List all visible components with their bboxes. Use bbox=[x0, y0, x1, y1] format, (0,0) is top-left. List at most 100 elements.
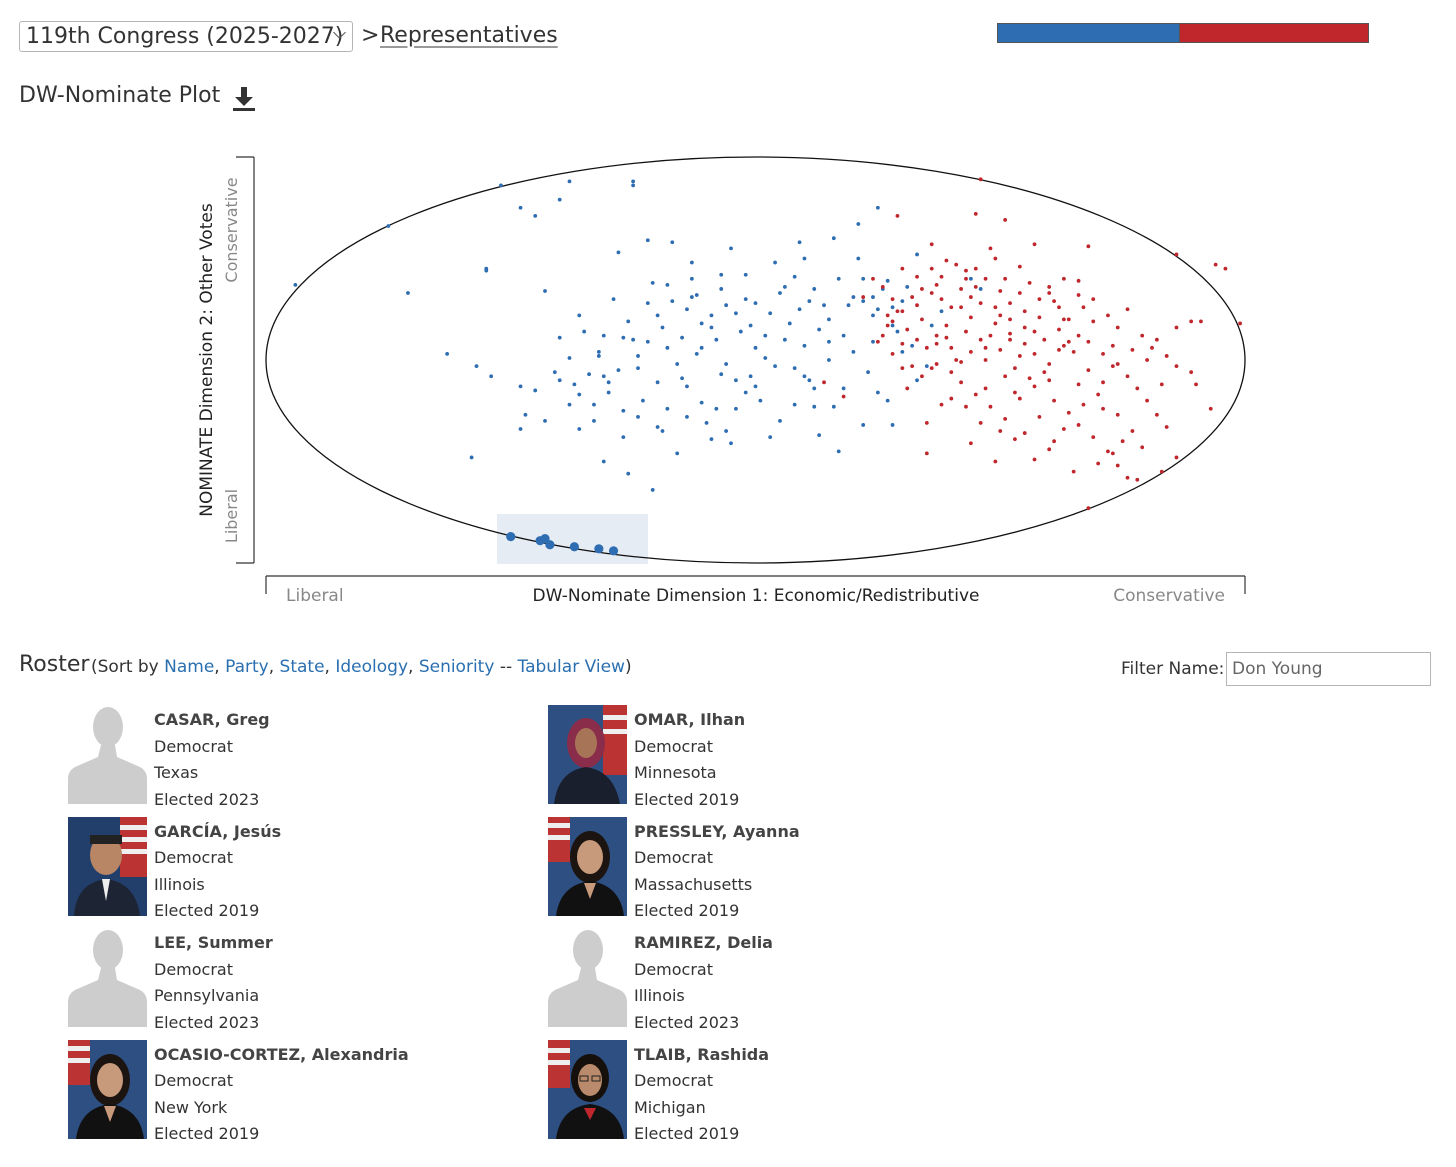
member-point[interactable] bbox=[954, 262, 959, 267]
member-point[interactable] bbox=[929, 291, 934, 295]
member-point[interactable] bbox=[748, 374, 753, 379]
member-point[interactable] bbox=[1037, 414, 1042, 419]
member-point[interactable] bbox=[499, 183, 503, 188]
member-point[interactable] bbox=[1061, 276, 1066, 281]
member-point[interactable] bbox=[293, 282, 298, 287]
member-point[interactable] bbox=[489, 374, 494, 379]
member-point[interactable] bbox=[822, 380, 826, 385]
member-point[interactable] bbox=[626, 471, 631, 476]
member-point[interactable] bbox=[827, 317, 831, 322]
member-point[interactable] bbox=[797, 240, 802, 245]
member-point[interactable] bbox=[959, 360, 963, 364]
member-point[interactable] bbox=[973, 211, 978, 216]
member-point[interactable] bbox=[743, 390, 748, 395]
member-point[interactable] bbox=[973, 392, 978, 397]
member-point[interactable] bbox=[924, 345, 929, 350]
member-point[interactable] bbox=[641, 398, 645, 403]
member-point[interactable] bbox=[709, 313, 714, 318]
member-point[interactable] bbox=[650, 280, 655, 285]
member-point[interactable] bbox=[1061, 427, 1066, 431]
member-point[interactable] bbox=[1194, 382, 1198, 387]
member-point[interactable] bbox=[905, 327, 910, 332]
member-point[interactable] bbox=[714, 337, 719, 342]
member-point[interactable] bbox=[949, 370, 954, 375]
member-point[interactable] bbox=[680, 376, 684, 381]
member-point[interactable] bbox=[650, 488, 655, 492]
member-point[interactable] bbox=[929, 323, 934, 328]
member-point[interactable] bbox=[660, 429, 665, 433]
member-point[interactable] bbox=[758, 398, 763, 403]
member-point[interactable] bbox=[518, 427, 523, 431]
member-point[interactable] bbox=[1017, 354, 1022, 358]
member-point[interactable] bbox=[934, 341, 939, 346]
member-point[interactable] bbox=[1047, 447, 1052, 452]
member-point[interactable] bbox=[1125, 374, 1130, 379]
member-point[interactable] bbox=[1101, 352, 1105, 356]
member-point[interactable] bbox=[1174, 252, 1179, 257]
member-point[interactable] bbox=[836, 449, 841, 454]
member-point[interactable] bbox=[1047, 285, 1052, 289]
member-point[interactable] bbox=[518, 205, 523, 210]
member-point[interactable] bbox=[1071, 349, 1076, 354]
member-point[interactable] bbox=[875, 339, 880, 344]
member-point[interactable] bbox=[1032, 457, 1037, 462]
member-point[interactable] bbox=[577, 313, 582, 318]
member-point[interactable] bbox=[1174, 364, 1179, 368]
member-point[interactable] bbox=[900, 266, 905, 271]
member-point[interactable] bbox=[1164, 425, 1169, 429]
member-point[interactable] bbox=[802, 374, 807, 379]
member-point[interactable] bbox=[939, 274, 944, 279]
member-point[interactable] bbox=[768, 435, 773, 440]
member-point[interactable] bbox=[734, 378, 738, 383]
member-point[interactable] bbox=[861, 295, 866, 299]
member-point[interactable] bbox=[474, 364, 479, 368]
member-point[interactable] bbox=[827, 358, 831, 362]
member-photo-placeholder[interactable] bbox=[68, 928, 147, 1027]
member-point[interactable] bbox=[606, 390, 611, 395]
member-point[interactable] bbox=[1091, 435, 1096, 440]
member-point[interactable] bbox=[694, 352, 699, 356]
member-point[interactable] bbox=[714, 406, 719, 411]
member-point[interactable] bbox=[484, 268, 489, 273]
member-point[interactable] bbox=[934, 282, 939, 287]
member-point[interactable] bbox=[533, 388, 538, 393]
member-point[interactable] bbox=[543, 289, 547, 293]
member-point[interactable] bbox=[1164, 354, 1169, 358]
member-point[interactable] bbox=[557, 378, 562, 383]
member-point[interactable] bbox=[1003, 416, 1008, 421]
member-point[interactable] bbox=[685, 414, 689, 419]
member-point[interactable] bbox=[885, 313, 890, 318]
member-point[interactable] bbox=[1101, 380, 1105, 385]
member-point[interactable] bbox=[900, 309, 905, 314]
member-point[interactable] bbox=[841, 386, 846, 391]
member-point[interactable] bbox=[871, 339, 875, 344]
sort-by-seniority-link[interactable]: Seniority bbox=[418, 657, 495, 677]
member-point[interactable] bbox=[621, 335, 626, 340]
member-point[interactable] bbox=[920, 287, 924, 291]
member-point[interactable] bbox=[998, 347, 1003, 352]
member-point[interactable] bbox=[944, 258, 949, 263]
member-point[interactable] bbox=[1213, 262, 1218, 267]
member-point[interactable] bbox=[924, 421, 929, 425]
member-point[interactable] bbox=[944, 335, 949, 340]
member-point[interactable] bbox=[983, 386, 988, 391]
member-point[interactable] bbox=[959, 305, 963, 310]
member-photo[interactable] bbox=[548, 705, 627, 804]
member-point[interactable] bbox=[929, 266, 934, 271]
member-point[interactable] bbox=[1150, 345, 1154, 350]
selected-member-point[interactable] bbox=[594, 544, 604, 554]
member-point[interactable] bbox=[939, 297, 944, 301]
member-point[interactable] bbox=[1061, 343, 1066, 348]
member-point[interactable] bbox=[1003, 218, 1008, 222]
member-point[interactable] bbox=[1091, 319, 1096, 324]
member-point[interactable] bbox=[934, 333, 939, 338]
member-point[interactable] bbox=[959, 380, 963, 385]
member-point[interactable] bbox=[807, 378, 812, 383]
member-point[interactable] bbox=[665, 406, 670, 411]
member-card[interactable]: PRESSLEY, Ayanna Democrat Massachusetts Ele… bbox=[548, 816, 948, 923]
member-point[interactable] bbox=[1130, 429, 1135, 433]
member-point[interactable] bbox=[978, 301, 983, 306]
member-point[interactable] bbox=[1008, 317, 1012, 322]
member-point[interactable] bbox=[924, 451, 929, 456]
member-point[interactable] bbox=[915, 337, 919, 342]
